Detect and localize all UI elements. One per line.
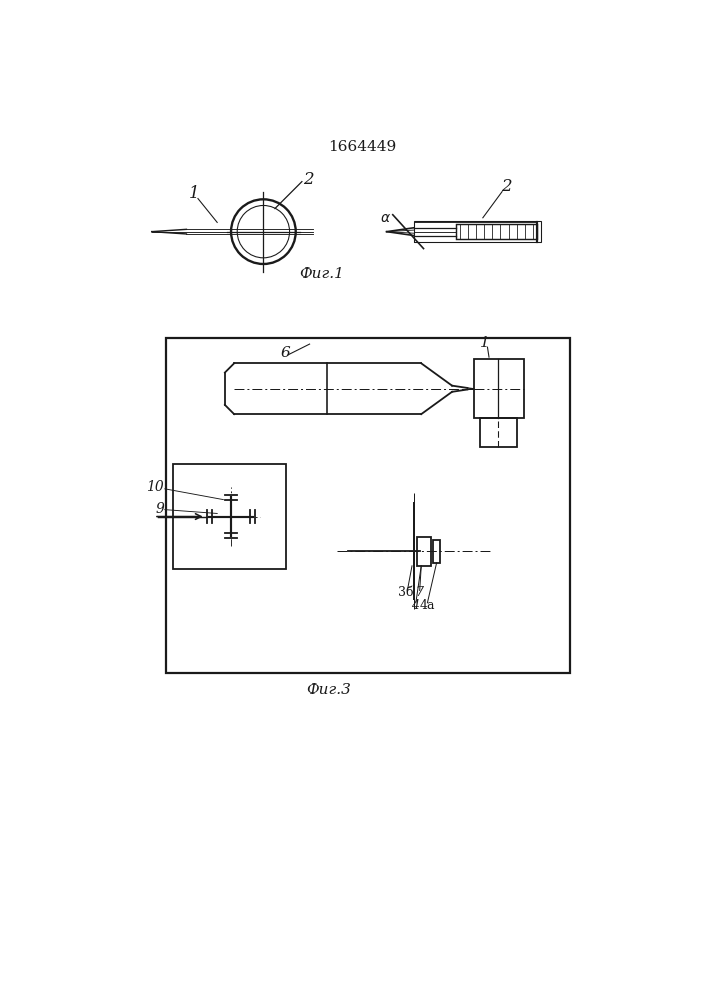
Text: 4а: 4а — [420, 599, 435, 612]
Text: 9: 9 — [156, 502, 164, 516]
Text: 4: 4 — [411, 599, 419, 612]
Bar — [456, 224, 537, 239]
Bar — [414, 221, 541, 242]
Text: 2: 2 — [501, 178, 511, 195]
Text: Фиг.1: Фиг.1 — [298, 267, 344, 281]
Text: 1: 1 — [480, 336, 490, 350]
Bar — [480, 418, 518, 447]
Bar — [433, 540, 440, 563]
Bar — [173, 464, 286, 569]
Text: 10: 10 — [146, 480, 164, 494]
Text: Фиг.3: Фиг.3 — [306, 683, 351, 697]
Text: 2: 2 — [303, 171, 313, 188]
Text: 1: 1 — [189, 185, 199, 202]
Text: 6: 6 — [280, 346, 290, 360]
Text: 1664449: 1664449 — [328, 140, 396, 154]
Text: 7: 7 — [416, 586, 423, 599]
Text: 3б: 3б — [398, 586, 414, 599]
Bar — [165, 338, 570, 673]
Bar — [417, 537, 431, 566]
Bar — [474, 359, 524, 418]
Text: α: α — [380, 211, 390, 225]
